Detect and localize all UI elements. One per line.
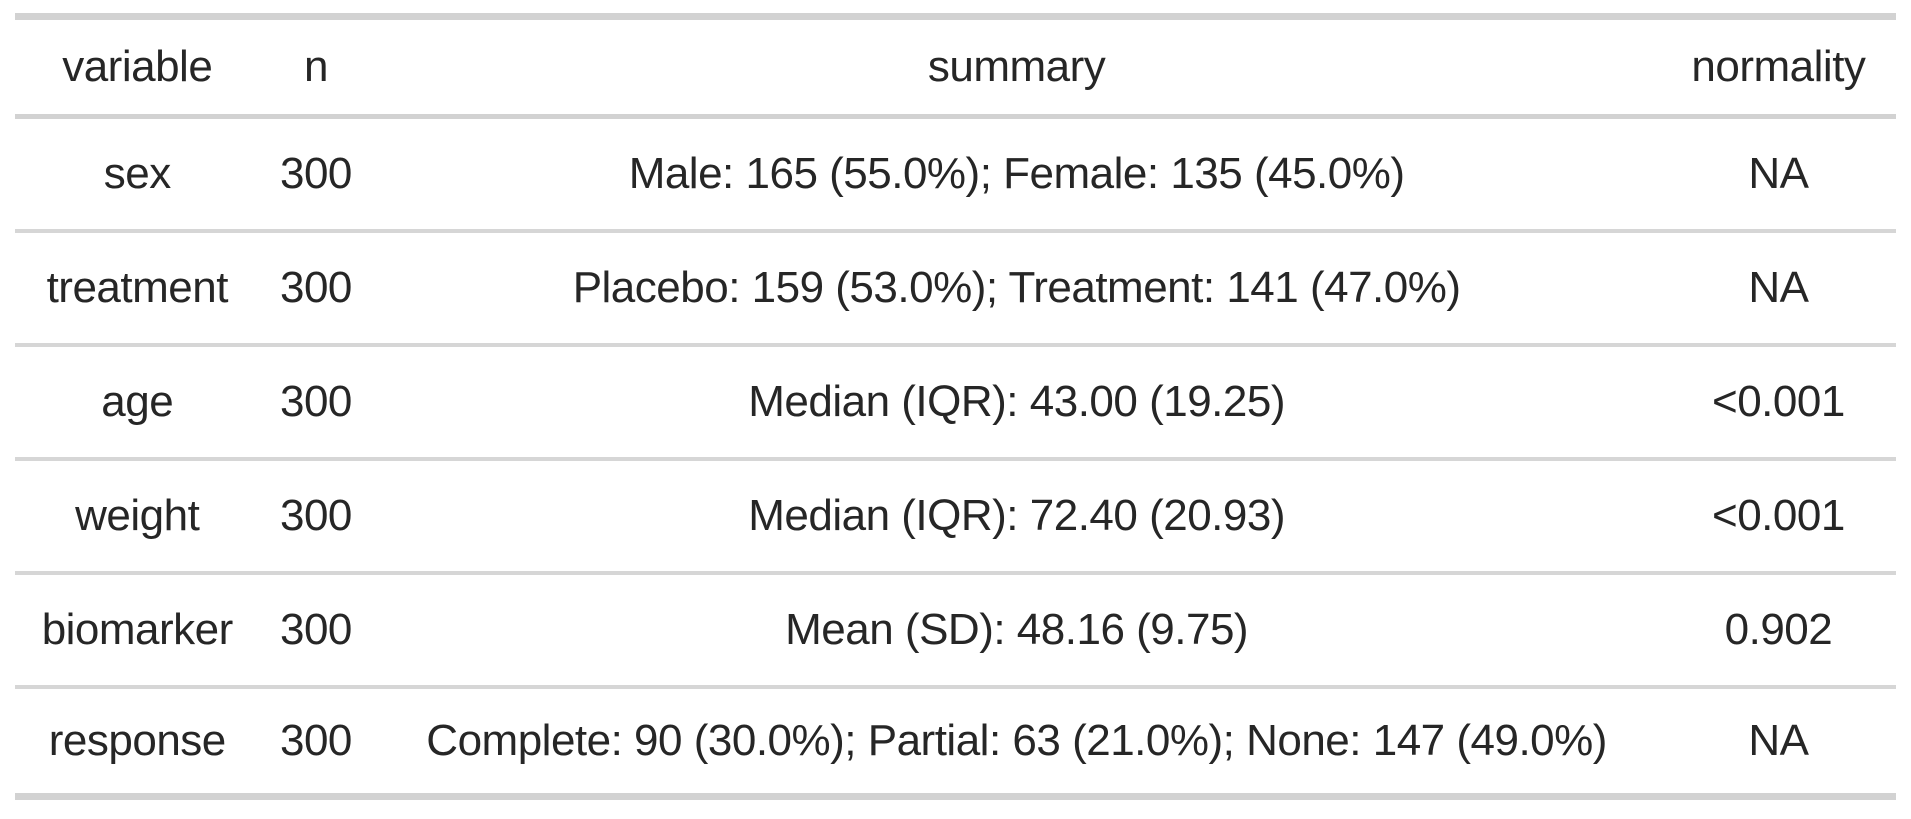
cell-summary: Complete: 90 (30.0%); Partial: 63 (21.0%… (426, 716, 1607, 765)
column-header-variable: variable (15, 16, 260, 119)
cell-normality: NA (1748, 716, 1809, 765)
cell-variable: biomarker (15, 573, 260, 689)
cell-n: 300 (259, 116, 373, 233)
column-header-normality: normality (1660, 16, 1896, 119)
statistical-summary-table: variable n summary normality sex 300 Mal… (15, 13, 1896, 800)
cell-n: 300 (279, 716, 352, 765)
cell-n: 300 (259, 345, 373, 461)
cell-normality: 0.902 (1660, 573, 1896, 689)
cell-summary: Placebo: 159 (53.0%); Treatment: 141 (47… (372, 231, 1661, 347)
cell-summary: Median (IQR): 43.00 (19.25) (372, 345, 1661, 461)
table-row: treatment 300 Placebo: 159 (53.0%); Trea… (15, 231, 1896, 347)
table-row: response 300 Complete: 90 (30.0%); Parti… (15, 687, 1896, 797)
cell-normality: <0.001 (1660, 345, 1896, 461)
cell-summary: Male: 165 (55.0%); Female: 135 (45.0%) (372, 116, 1661, 233)
cell-variable: treatment (15, 231, 260, 347)
table-row: sex 300 Male: 165 (55.0%); Female: 135 (… (15, 116, 1896, 233)
cell-n: 300 (259, 231, 373, 347)
cell-variable: sex (15, 116, 260, 233)
header-row: variable n summary normality (15, 16, 1896, 119)
column-header-n: n (259, 16, 373, 119)
cell-normality: <0.001 (1660, 459, 1896, 575)
table-row: biomarker 300 Mean (SD): 48.16 (9.75) 0.… (15, 573, 1896, 689)
cell-normality: NA (1660, 231, 1896, 347)
column-header-summary: summary (372, 16, 1661, 119)
table-row: weight 300 Median (IQR): 72.40 (20.93) <… (15, 459, 1896, 575)
cell-variable: age (15, 345, 260, 461)
cell-summary: Mean (SD): 48.16 (9.75) (372, 573, 1661, 689)
cell-variable: weight (15, 459, 260, 575)
table-row: age 300 Median (IQR): 43.00 (19.25) <0.0… (15, 345, 1896, 461)
cell-variable: response (48, 716, 227, 765)
cell-normality: NA (1660, 116, 1896, 233)
cell-n: 300 (259, 459, 373, 575)
cell-summary: Median (IQR): 72.40 (20.93) (372, 459, 1661, 575)
cell-n: 300 (259, 573, 373, 689)
